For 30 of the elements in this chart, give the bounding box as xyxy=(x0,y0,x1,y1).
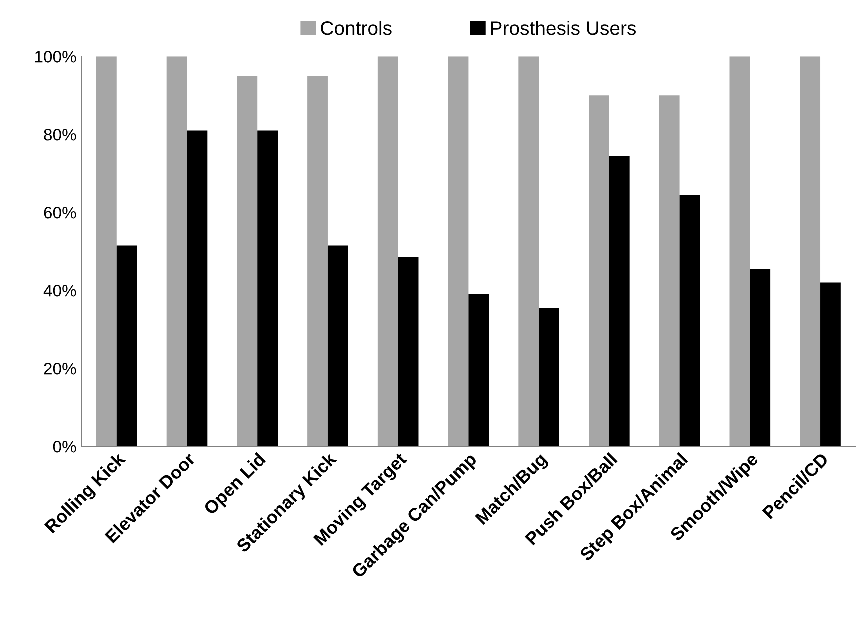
bar xyxy=(680,195,700,447)
y-tick-label: 0% xyxy=(53,440,76,453)
bar xyxy=(539,308,560,447)
y-tick-label: 80% xyxy=(44,129,76,141)
legend-label: Controls xyxy=(321,20,392,36)
bar xyxy=(518,56,540,447)
y-tick-label: 20% xyxy=(44,362,76,375)
bar xyxy=(237,76,258,447)
y-tick-label: 60% xyxy=(44,207,76,219)
bar xyxy=(258,130,278,447)
bar xyxy=(378,56,398,447)
bar xyxy=(589,96,610,447)
y-tick-label: 40% xyxy=(44,285,76,297)
bar xyxy=(448,56,469,447)
bar xyxy=(659,96,680,447)
bar xyxy=(468,294,490,447)
legend-label: Prosthesis Users xyxy=(491,20,636,36)
bar xyxy=(308,76,328,447)
bar xyxy=(166,56,188,447)
bar xyxy=(398,257,419,447)
bar xyxy=(750,269,771,447)
bar xyxy=(96,56,117,447)
bar xyxy=(187,130,208,447)
bar xyxy=(609,156,630,447)
bar xyxy=(730,56,750,447)
y-tick-label: 100% xyxy=(35,51,76,63)
bar xyxy=(820,282,841,447)
bar xyxy=(328,246,348,447)
bar xyxy=(800,56,821,447)
bar xyxy=(116,246,138,447)
